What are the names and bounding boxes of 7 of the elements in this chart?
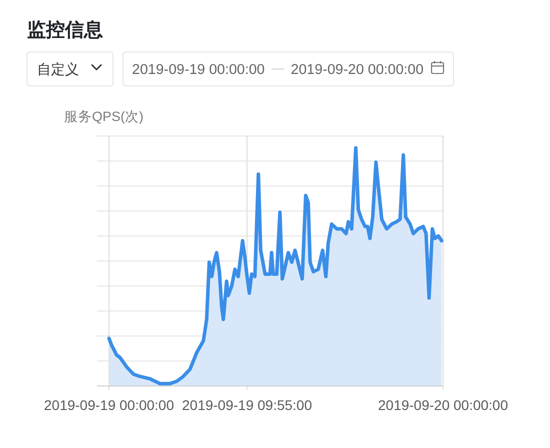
x-tick-label: 2019-09-19 09:55:00 [182,397,312,413]
x-tick-label: 2019-09-20 00:00:00 [378,397,508,413]
control-date-range: 2019-09-19 00:00:00 2019-09-20 00:00:00 [122,52,454,86]
y-axis-title: 服务QPS(次) [64,109,144,124]
x-tick-label: 2019-09-19 00:00:00 [44,397,174,413]
chart-title: 监控信息 [27,19,103,41]
control-select: 自定义 [26,52,114,86]
